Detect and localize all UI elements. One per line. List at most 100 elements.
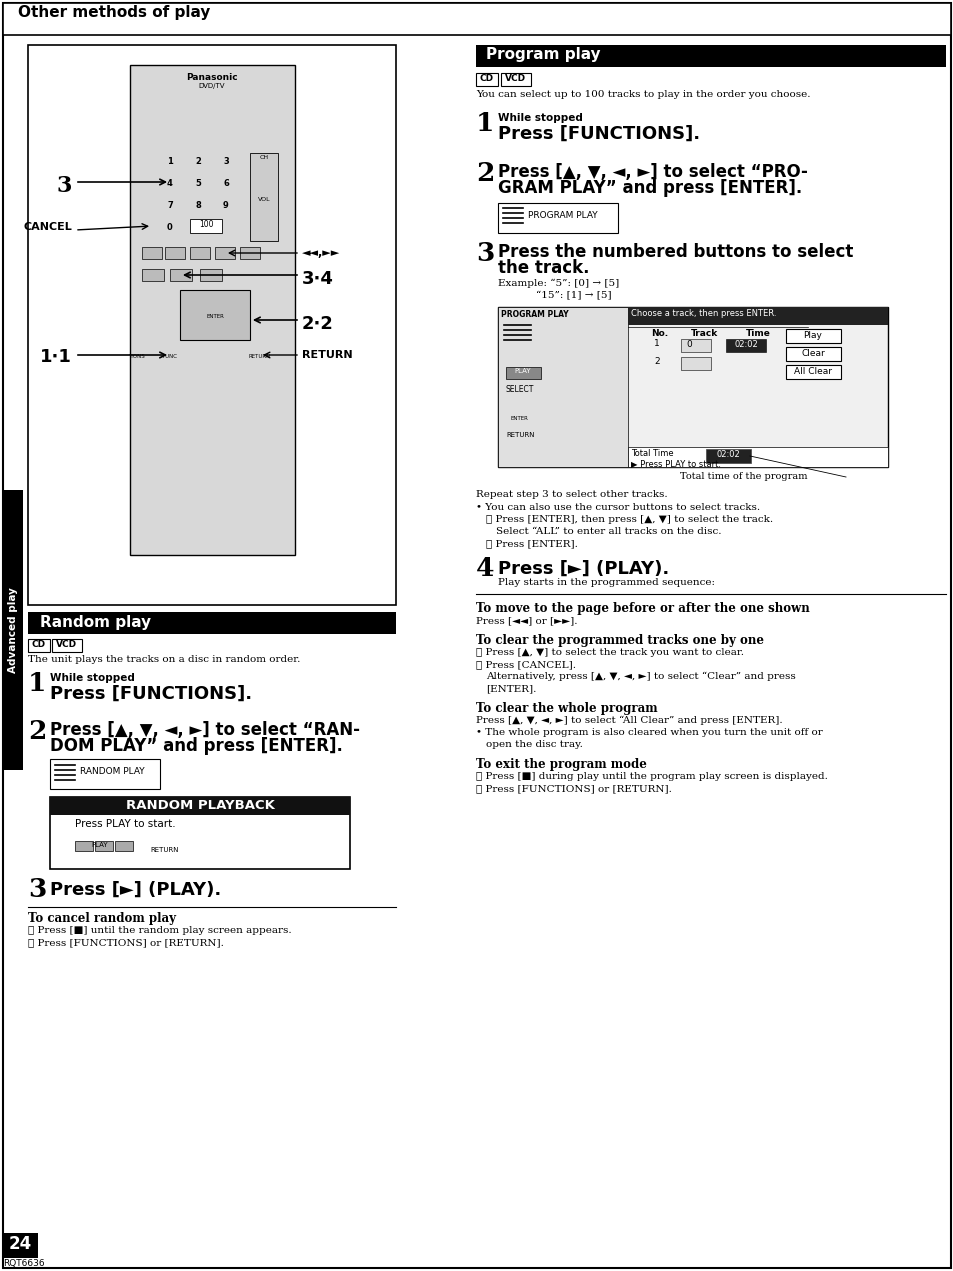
Bar bbox=[50, 759, 160, 789]
Text: Time: Time bbox=[745, 329, 770, 338]
Text: While stopped: While stopped bbox=[497, 113, 582, 123]
Text: 2: 2 bbox=[476, 161, 494, 186]
Text: 4: 4 bbox=[476, 555, 494, 581]
Text: ENTER: ENTER bbox=[206, 314, 224, 319]
Text: 2: 2 bbox=[194, 156, 201, 165]
Bar bbox=[95, 841, 112, 852]
Bar bbox=[3, 3, 950, 36]
Circle shape bbox=[149, 846, 161, 858]
Bar bbox=[190, 219, 222, 233]
Text: Press [FUNCTIONS].: Press [FUNCTIONS]. bbox=[50, 685, 252, 703]
Text: Choose a track, then press ENTER.: Choose a track, then press ENTER. bbox=[630, 309, 776, 318]
Circle shape bbox=[161, 194, 179, 214]
Bar bbox=[250, 153, 277, 241]
Circle shape bbox=[164, 846, 175, 858]
Circle shape bbox=[189, 173, 207, 191]
Bar bbox=[725, 339, 765, 352]
Text: VCD: VCD bbox=[505, 74, 526, 83]
Bar bbox=[3, 1233, 38, 1258]
Bar bbox=[130, 65, 294, 555]
Circle shape bbox=[252, 97, 268, 113]
Text: PLAY: PLAY bbox=[91, 841, 109, 848]
Text: ① Press [■] during play until the program play screen is displayed.: ① Press [■] during play until the progra… bbox=[476, 771, 827, 780]
Circle shape bbox=[216, 194, 234, 214]
Text: You can select up to 100 tracks to play in the order you choose.: You can select up to 100 tracks to play … bbox=[476, 90, 810, 99]
Circle shape bbox=[182, 97, 198, 113]
Circle shape bbox=[199, 299, 231, 330]
Text: RANDOM PLAYBACK: RANDOM PLAYBACK bbox=[126, 799, 274, 812]
Text: 1: 1 bbox=[476, 111, 494, 136]
Circle shape bbox=[506, 405, 531, 430]
Circle shape bbox=[216, 151, 234, 169]
Text: 1∙1: 1∙1 bbox=[40, 348, 71, 366]
Text: Program play: Program play bbox=[485, 47, 600, 62]
Bar bbox=[476, 44, 945, 67]
Text: 1: 1 bbox=[28, 671, 47, 697]
Circle shape bbox=[199, 534, 205, 540]
Text: [ENTER].: [ENTER]. bbox=[485, 684, 536, 693]
Text: Panasonic: Panasonic bbox=[186, 72, 237, 83]
Text: Alternatively, press [▲, ▼, ◄, ►] to select “Clear” and press: Alternatively, press [▲, ▼, ◄, ►] to sel… bbox=[485, 672, 795, 681]
Text: 5: 5 bbox=[194, 178, 201, 188]
Circle shape bbox=[189, 194, 207, 214]
Text: 7: 7 bbox=[167, 201, 172, 210]
Text: • You can also use the cursor buttons to select tracks.: • You can also use the cursor buttons to… bbox=[476, 503, 760, 512]
Text: To cancel random play: To cancel random play bbox=[28, 913, 175, 925]
Text: RETURN: RETURN bbox=[505, 432, 534, 438]
Circle shape bbox=[161, 173, 179, 191]
Circle shape bbox=[152, 97, 168, 113]
Text: 1: 1 bbox=[654, 339, 659, 348]
Text: 2∙2: 2∙2 bbox=[302, 315, 334, 333]
Bar bbox=[115, 841, 132, 852]
Bar bbox=[785, 347, 841, 361]
Text: 9: 9 bbox=[223, 201, 229, 210]
Text: ② Press [ENTER].: ② Press [ENTER]. bbox=[485, 539, 578, 548]
Bar bbox=[50, 797, 350, 869]
Text: The unit plays the tracks on a disc in random order.: The unit plays the tracks on a disc in r… bbox=[28, 655, 300, 663]
Text: Example: “5”: [0] → [5]: Example: “5”: [0] → [5] bbox=[497, 280, 618, 289]
Text: RANDOM PLAY: RANDOM PLAY bbox=[80, 766, 145, 777]
Text: ② Press [CANCEL].: ② Press [CANCEL]. bbox=[476, 660, 576, 669]
Text: RQT6636: RQT6636 bbox=[3, 1260, 45, 1268]
Text: 0: 0 bbox=[685, 341, 691, 350]
Circle shape bbox=[161, 151, 179, 169]
Bar bbox=[785, 329, 841, 343]
Circle shape bbox=[137, 372, 152, 388]
Text: 3: 3 bbox=[476, 241, 494, 266]
Text: Other methods of play: Other methods of play bbox=[18, 5, 211, 20]
Text: DOM PLAY” and press [ENTER].: DOM PLAY” and press [ENTER]. bbox=[50, 737, 342, 755]
Circle shape bbox=[234, 372, 251, 388]
Text: Press the numbered buttons to select: Press the numbered buttons to select bbox=[497, 243, 853, 261]
Text: ② Press [FUNCTIONS] or [RETURN].: ② Press [FUNCTIONS] or [RETURN]. bbox=[28, 938, 224, 947]
Text: 02:02: 02:02 bbox=[716, 450, 740, 459]
Text: 100: 100 bbox=[198, 220, 213, 229]
Text: Press [►] (PLAY).: Press [►] (PLAY). bbox=[497, 561, 669, 578]
Bar bbox=[170, 269, 192, 281]
Bar bbox=[497, 308, 627, 466]
Circle shape bbox=[179, 125, 191, 136]
Text: TIONS: TIONS bbox=[128, 353, 144, 358]
Text: Press PLAY to start.: Press PLAY to start. bbox=[75, 819, 175, 829]
Bar bbox=[165, 247, 185, 259]
Text: Total Time: Total Time bbox=[630, 449, 673, 458]
Text: PLAY: PLAY bbox=[515, 369, 531, 374]
Bar bbox=[50, 797, 350, 815]
Text: Press [►] (PLAY).: Press [►] (PLAY). bbox=[50, 881, 221, 899]
Text: 1: 1 bbox=[167, 156, 172, 165]
Text: CD: CD bbox=[31, 641, 46, 649]
Text: ① Press [■] until the random play screen appears.: ① Press [■] until the random play screen… bbox=[28, 927, 292, 935]
Bar bbox=[142, 247, 162, 259]
Bar bbox=[476, 72, 497, 86]
Text: ② Press [FUNCTIONS] or [RETURN].: ② Press [FUNCTIONS] or [RETURN]. bbox=[476, 784, 671, 793]
Text: To clear the whole program: To clear the whole program bbox=[476, 702, 657, 716]
Circle shape bbox=[161, 217, 179, 235]
Text: 24: 24 bbox=[9, 1235, 31, 1253]
Text: Select “ALL” to enter all tracks on the disc.: Select “ALL” to enter all tracks on the … bbox=[496, 527, 720, 536]
Text: To move to the page before or after the one shown: To move to the page before or after the … bbox=[476, 602, 809, 615]
Text: CD: CD bbox=[479, 74, 494, 83]
Text: DVD/TV: DVD/TV bbox=[198, 83, 225, 89]
Text: 3: 3 bbox=[28, 877, 47, 902]
Text: Random play: Random play bbox=[40, 615, 151, 630]
Text: VCD: VCD bbox=[56, 641, 77, 649]
Text: Track: Track bbox=[690, 329, 718, 338]
